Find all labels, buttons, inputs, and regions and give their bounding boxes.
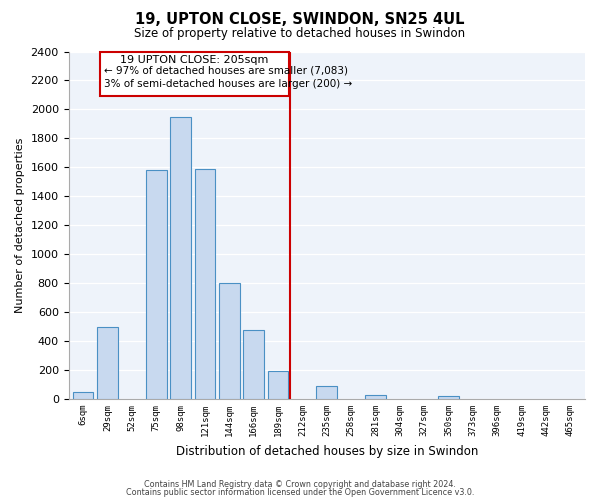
Bar xyxy=(146,170,167,399)
Text: ← 97% of detached houses are smaller (7,083): ← 97% of detached houses are smaller (7,… xyxy=(104,66,348,76)
Text: Contains HM Land Registry data © Crown copyright and database right 2024.: Contains HM Land Registry data © Crown c… xyxy=(144,480,456,489)
Text: 19, UPTON CLOSE, SWINDON, SN25 4UL: 19, UPTON CLOSE, SWINDON, SN25 4UL xyxy=(135,12,465,28)
Bar xyxy=(219,283,239,399)
Bar xyxy=(438,396,459,399)
X-axis label: Distribution of detached houses by size in Swindon: Distribution of detached houses by size … xyxy=(176,444,478,458)
Bar xyxy=(194,169,215,399)
Bar xyxy=(97,326,118,399)
Bar xyxy=(365,394,386,399)
Text: 19 UPTON CLOSE: 205sqm: 19 UPTON CLOSE: 205sqm xyxy=(121,55,269,65)
Bar xyxy=(316,386,337,399)
Bar xyxy=(268,371,289,399)
Bar xyxy=(244,330,264,399)
Text: Size of property relative to detached houses in Swindon: Size of property relative to detached ho… xyxy=(134,28,466,40)
Bar xyxy=(73,392,94,399)
Text: 3% of semi-detached houses are larger (200) →: 3% of semi-detached houses are larger (2… xyxy=(104,79,352,89)
Y-axis label: Number of detached properties: Number of detached properties xyxy=(15,138,25,313)
FancyBboxPatch shape xyxy=(100,52,289,96)
Text: Contains public sector information licensed under the Open Government Licence v3: Contains public sector information licen… xyxy=(126,488,474,497)
Bar xyxy=(170,116,191,399)
